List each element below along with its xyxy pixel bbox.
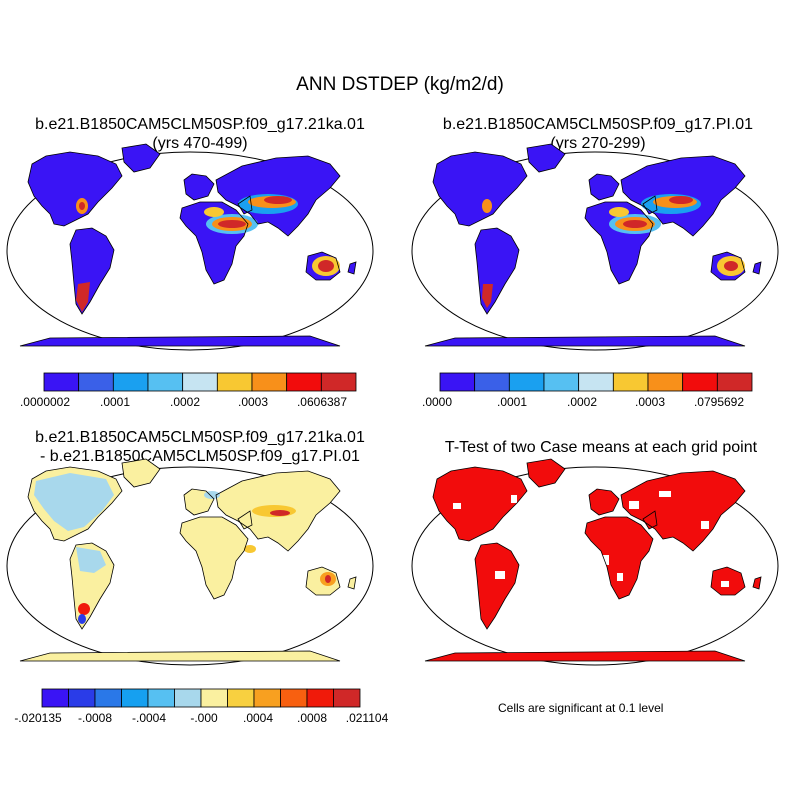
cb2-swatch-3 <box>543 372 580 392</box>
cb1-label-4: .0606387 <box>296 395 348 409</box>
panel3-title-line1: b.e21.B1850CAM5CLM50SP.f09_g17.21ka.01 <box>35 429 365 446</box>
panel3-land <box>20 459 356 661</box>
panel4-nonsignif-holes <box>453 475 729 587</box>
cb1-label-2: .0002 <box>169 395 201 409</box>
cb1-swatch-2 <box>112 372 149 392</box>
cb2-swatch-5 <box>612 372 649 392</box>
panel2-title: b.e21.B1850CAM5CLM50SP.f09_g17.PI.01 (yr… <box>398 115 798 153</box>
cb3-label-2: -.0004 <box>131 711 167 725</box>
cb3-swatch-11 <box>333 688 361 708</box>
panel2-map <box>411 144 779 351</box>
cb3-swatch-4 <box>147 688 175 708</box>
cb3-label-4: .0004 <box>242 711 274 725</box>
panel1-title-line2: (yrs 470-499) <box>152 135 248 152</box>
cb3-label-0: -.020135 <box>14 711 62 725</box>
cb2-swatch-6 <box>647 372 684 392</box>
panel4-title: T-Test of two Case means at each grid po… <box>398 438 800 457</box>
cb2-swatch-2 <box>508 372 545 392</box>
cb3-swatch-5 <box>174 688 202 708</box>
cb2-label-3: .0003 <box>634 395 666 409</box>
panel1-title-line1: b.e21.B1850CAM5CLM50SP.f09_g17.21ka.01 <box>35 116 365 133</box>
panel3-map <box>6 459 374 666</box>
cb2-label-4: .0795692 <box>693 395 745 409</box>
cb2-swatch-0 <box>439 372 476 392</box>
cb1-label-3: .0003 <box>237 395 269 409</box>
cb1-swatch-8 <box>320 372 357 392</box>
cb2-swatch-8 <box>716 372 753 392</box>
cb3-swatch-3 <box>121 688 149 708</box>
colorbar-panel1 <box>43 372 357 392</box>
figure-title: ANN DSTDEP (kg/m2/d) <box>296 74 504 95</box>
cb3-swatch-8 <box>253 688 281 708</box>
colorbar-panel2 <box>439 372 753 392</box>
cb1-swatch-0 <box>43 372 80 392</box>
panel4-land <box>425 459 761 661</box>
cb1-label-0: .0000002 <box>19 395 71 409</box>
cb3-label-5: .0008 <box>296 711 328 725</box>
panel1-map <box>6 144 374 351</box>
panel4-map <box>411 459 779 666</box>
panel3-diff-patches <box>34 473 336 624</box>
panel2-title-line1: b.e21.B1850CAM5CLM50SP.f09_g17.PI.01 <box>442 116 754 133</box>
cb2-label-0: .0000 <box>421 395 453 409</box>
panel2-land <box>425 144 761 346</box>
cb3-swatch-7 <box>227 688 255 708</box>
cb3-swatch-0 <box>41 688 69 708</box>
cb3-swatch-9 <box>280 688 308 708</box>
panel3-title: b.e21.B1850CAM5CLM50SP.f09_g17.21ka.01 -… <box>0 428 400 466</box>
colorbar-panel3 <box>41 688 361 708</box>
cb1-label-1: .0001 <box>99 395 131 409</box>
cb1-swatch-4 <box>182 372 218 392</box>
cb2-swatch-1 <box>474 372 510 392</box>
cb1-swatch-1 <box>78 372 114 392</box>
panel4-title-line1: T-Test of two Case means at each grid po… <box>444 439 758 456</box>
cb3-label-6: .021104 <box>345 711 389 725</box>
panel1-title: b.e21.B1850CAM5CLM50SP.f09_g17.21ka.01 (… <box>0 115 400 153</box>
cb1-swatch-3 <box>147 372 184 392</box>
cb1-swatch-6 <box>251 372 288 392</box>
cb2-swatch-7 <box>682 372 718 392</box>
panel1-dust-plumes <box>76 194 340 312</box>
cb3-label-1: -.0008 <box>77 711 113 725</box>
cb2-label-2: .0002 <box>566 395 598 409</box>
panel3-title-line2: - b.e21.B1850CAM5CLM50SP.f09_g17.PI.01 <box>40 448 360 465</box>
cb3-swatch-1 <box>68 688 96 708</box>
cb2-label-1: .0001 <box>496 395 528 409</box>
cb3-swatch-6 <box>200 688 228 708</box>
cb3-label-3: -.000 <box>190 711 218 725</box>
cb1-swatch-7 <box>286 372 322 392</box>
cb3-swatch-2 <box>94 688 122 708</box>
cb1-swatch-5 <box>216 372 253 392</box>
panel1-land <box>20 144 356 346</box>
cb3-swatch-10 <box>306 688 334 708</box>
cb2-swatch-4 <box>578 372 614 392</box>
significance-note: Cells are significant at 0.1 level <box>498 701 664 715</box>
panel2-dust-plumes <box>482 194 745 308</box>
panel2-title-line2: (yrs 270-299) <box>550 135 646 152</box>
